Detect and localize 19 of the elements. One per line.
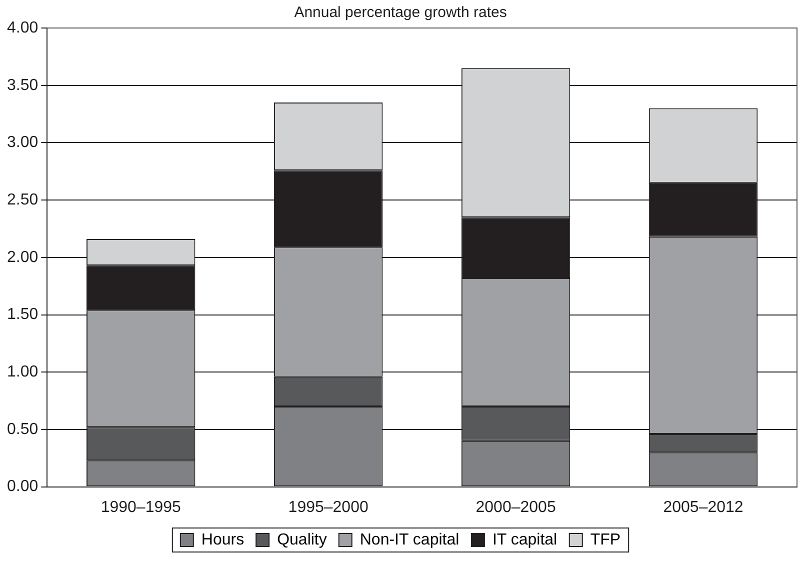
legend-label: IT capital [492, 531, 558, 548]
y-tick-label: 2.50 [7, 191, 38, 208]
y-tick-label: 0.50 [7, 420, 38, 438]
legend-label: Quality [277, 531, 327, 548]
chart-title: Annual percentage growth rates [294, 4, 507, 22]
legend-label: TFP [590, 531, 621, 548]
legend-label: Hours [201, 531, 244, 548]
y-tick-label: 0.00 [7, 478, 38, 496]
x-tick-label: 1990–1995 [100, 498, 182, 516]
legend-label: Non-IT capital [360, 531, 460, 548]
y-tick-label: 2.00 [7, 248, 38, 266]
x-tick-label: 2005–2012 [663, 498, 744, 516]
y-tick-label: 4.00 [7, 19, 38, 36]
x-tick-label: 2000–2005 [476, 498, 556, 516]
y-tick-label: 3.50 [7, 76, 38, 94]
x-tick-label: 1995–2000 [288, 498, 368, 516]
y-tick-label: 1.00 [7, 364, 38, 381]
y-tick-label: 1.50 [7, 306, 38, 324]
y-tick-label: 3.00 [7, 134, 38, 152]
